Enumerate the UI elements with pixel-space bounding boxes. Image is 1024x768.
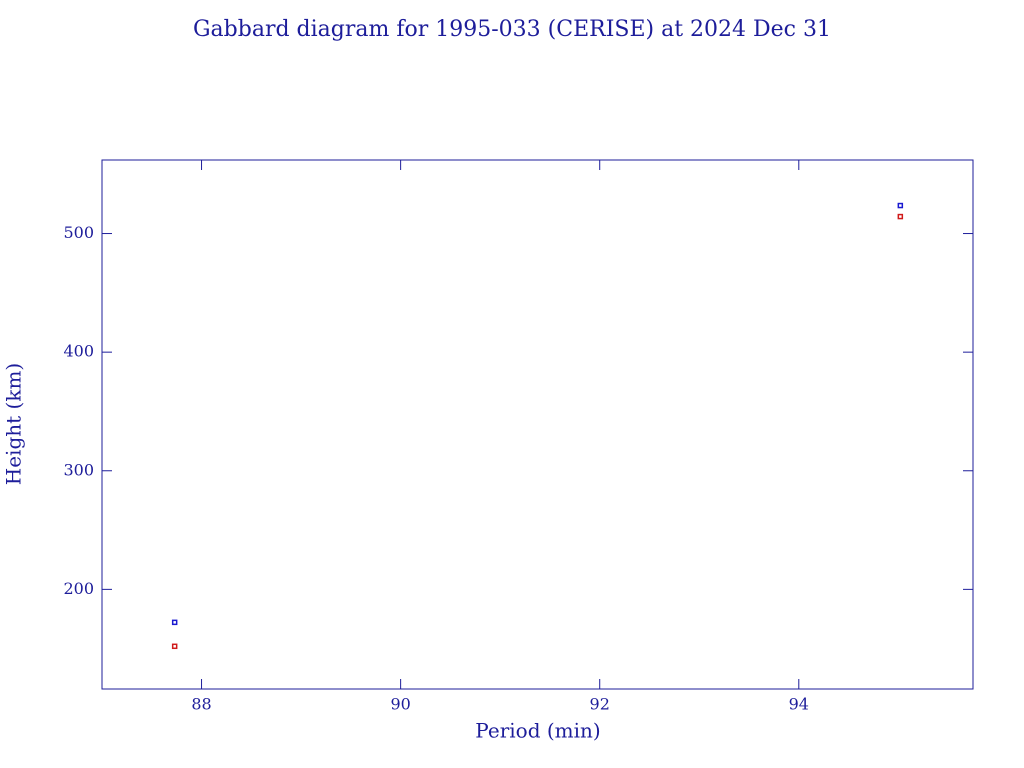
point (171, 619, 178, 626)
x-tick-label: 88 (191, 695, 211, 714)
plot-frame (101, 159, 974, 690)
x-tick-label: 92 (590, 695, 610, 714)
point (171, 643, 178, 650)
y-tick-label: 500 (63, 223, 94, 242)
y-tick-label: 300 (63, 460, 94, 479)
x-tick-label: 94 (789, 695, 809, 714)
point (897, 202, 904, 209)
y-tick-label: 200 (63, 579, 94, 598)
point (897, 213, 904, 220)
y-axis-label: Height (km) (2, 363, 26, 485)
y-tick-label: 400 (63, 342, 94, 361)
chart-title: Gabbard diagram for 1995-033 (CERISE) at… (193, 17, 831, 42)
x-axis-label: Period (min) (475, 719, 600, 743)
x-tick-label: 90 (390, 695, 410, 714)
